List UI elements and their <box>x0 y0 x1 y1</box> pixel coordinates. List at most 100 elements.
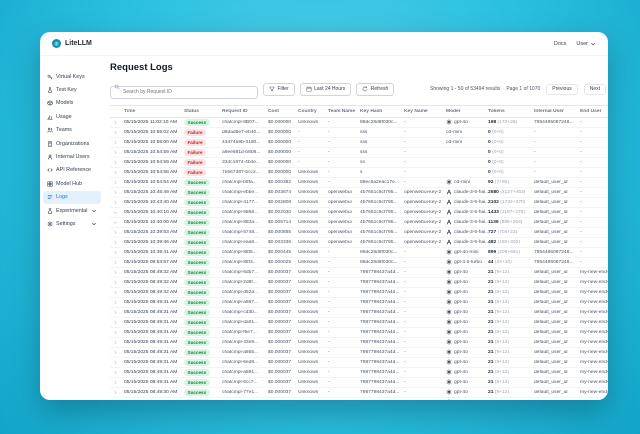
sidebar-item-logs[interactable]: Logs <box>43 190 101 204</box>
sidebar-item-label: Teams <box>56 127 72 134</box>
model-name: o3-mini <box>446 139 463 145</box>
sidebar-item-label: Models <box>56 100 74 107</box>
model-name: gpt-4o <box>454 400 468 401</box>
row-expander[interactable] <box>110 400 124 401</box>
row-expander[interactable] <box>110 240 124 245</box>
cell-request-id: a9ee681d-b8b8... <box>222 149 261 155</box>
user-menu[interactable]: User <box>576 41 596 47</box>
cell-cost: $0.000025 <box>268 259 292 265</box>
cell-internal-user: default_user_id <box>534 269 568 275</box>
cell-internal-user: - <box>534 139 536 145</box>
row-expander[interactable] <box>110 320 124 325</box>
row-expander[interactable] <box>110 200 124 205</box>
row-expander[interactable] <box>110 380 124 385</box>
cell-key-hash: 7987798437a4d... <box>360 339 400 345</box>
sidebar-item-virtual-keys[interactable]: Virtual Keys <box>43 70 101 83</box>
next-button[interactable]: Next <box>583 83 606 95</box>
row-expander[interactable] <box>110 330 124 335</box>
previous-button[interactable]: Previous <box>546 83 578 95</box>
status-badge: Success <box>184 368 210 376</box>
row-expander[interactable] <box>110 270 124 275</box>
cell-internal-user: default_user_id <box>534 400 580 401</box>
chevron-right-icon <box>113 260 118 265</box>
openai-icon <box>446 279 452 285</box>
row-expander[interactable] <box>110 230 124 235</box>
cell-key-hash: 88dc28d8f030c... <box>360 249 398 255</box>
row-expander[interactable] <box>110 370 124 375</box>
row-expander[interactable] <box>110 300 124 305</box>
row-expander[interactable] <box>110 170 124 175</box>
docs-link[interactable]: Docs <box>553 40 567 47</box>
cell-status: Success <box>184 208 222 216</box>
cell-key-name: openwebui-key-2 <box>404 189 442 195</box>
cell-team-name: - <box>328 269 330 275</box>
cell-team-name: - <box>328 159 330 165</box>
cell-country: Unknown <box>298 289 319 295</box>
cell-key-hash: 4b7651c6cf795... <box>360 209 398 215</box>
table-row: 05/15/2025 08:49:31 AM Success chatcmpl-a8… <box>110 368 608 378</box>
row-expander[interactable] <box>110 130 124 135</box>
chevron-right-icon <box>113 200 118 205</box>
row-expander[interactable] <box>110 120 124 125</box>
users-icon <box>47 127 53 133</box>
sidebar-item-experimental[interactable]: Experimental <box>43 204 101 217</box>
row-expander[interactable] <box>110 190 124 195</box>
status-badge: Success <box>184 358 210 366</box>
cell-cost: $0.000037 <box>268 379 292 385</box>
key-icon <box>47 74 53 80</box>
sidebar-item-organizations[interactable]: Organizations <box>43 137 101 150</box>
sidebar-item-teams[interactable]: Teams <box>43 124 101 137</box>
tokens-total: 482 <box>488 239 497 245</box>
cell-end-user: my-new-end-user-5 <box>580 349 608 355</box>
tokens-detail: (9+12) <box>494 319 510 325</box>
cell-country: Unknown <box>298 369 319 375</box>
refresh-button[interactable]: Refresh <box>356 82 395 96</box>
model-name: claude-3-5-hai... <box>454 219 488 225</box>
chevron-right-icon <box>113 120 118 125</box>
row-expander[interactable] <box>110 290 124 295</box>
row-expander[interactable] <box>110 280 124 285</box>
cell-key-hash: 7987798437a4d... <box>360 369 400 375</box>
tokens-detail: (9+12) <box>494 339 510 345</box>
table-header-row: Time Status Request ID Cost Country Team Name… <box>110 106 608 118</box>
sidebar-item-usage[interactable]: Usage <box>43 110 101 123</box>
cell-internal-user: - <box>534 149 536 155</box>
status-badge: Success <box>184 288 210 296</box>
row-expander[interactable] <box>110 160 124 165</box>
sidebar-item-models[interactable]: Models <box>43 97 101 110</box>
search-input[interactable] <box>110 85 258 99</box>
cell-team-name: - <box>328 149 330 155</box>
cell-country: Unknown <box>298 199 319 205</box>
sidebar-item-settings[interactable]: Settings <box>43 217 101 230</box>
cell-end-user: - <box>580 209 582 215</box>
row-expander[interactable] <box>110 250 124 255</box>
model-name: gpt-4o <box>454 389 468 395</box>
row-expander[interactable] <box>110 350 124 355</box>
sidebar-item-api-reference[interactable]: API Reference <box>43 164 101 177</box>
row-expander[interactable] <box>110 360 124 365</box>
cell-tokens: 0 (0+0) <box>488 170 534 175</box>
sidebar-item-internal-users[interactable]: Internal Users <box>43 150 101 163</box>
row-expander[interactable] <box>110 260 124 265</box>
cell-key-hash: 7987798437a4d... <box>360 289 400 295</box>
row-expander[interactable] <box>110 180 124 185</box>
time-range-button[interactable]: Last 24 Hours <box>299 82 352 96</box>
row-expander[interactable] <box>110 140 124 145</box>
sidebar-item-test-key[interactable]: Test Key <box>43 83 101 96</box>
row-expander[interactable] <box>110 150 124 155</box>
row-expander[interactable] <box>110 220 124 225</box>
cell-key-name: - <box>404 139 406 145</box>
row-expander[interactable] <box>110 390 124 395</box>
cell-key-name: - <box>404 369 406 375</box>
filter-button[interactable]: Filter <box>263 82 295 96</box>
row-expander[interactable] <box>110 310 124 315</box>
row-expander[interactable] <box>110 210 124 215</box>
cell-time: 05/15/2025 08:49:32 AM <box>124 289 178 295</box>
cell-tokens: 0 (0+0) <box>488 150 534 155</box>
sidebar: Virtual Keys Test Key Models Usage Teams Orga… <box>40 56 104 400</box>
row-expander[interactable] <box>110 340 124 345</box>
cell-key-hash: 7987798437a4d... <box>360 319 400 325</box>
cell-team-name: - <box>328 169 330 175</box>
sidebar-item-model-hub[interactable]: Model Hub <box>43 177 101 190</box>
